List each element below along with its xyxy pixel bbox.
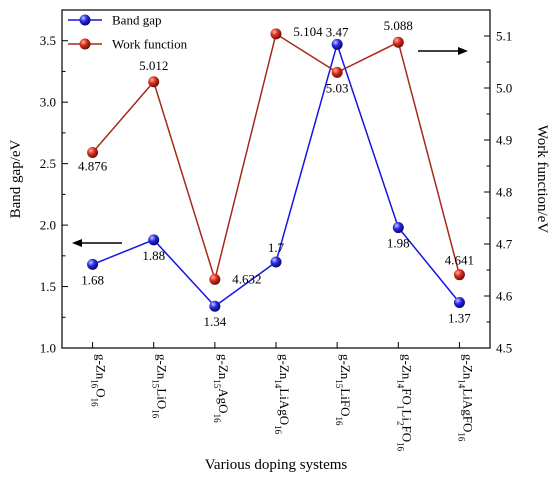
x-category-label: g-Zn14FO1Li2FO16 xyxy=(395,354,414,452)
data-point-left xyxy=(453,297,465,309)
data-point-left xyxy=(270,256,282,268)
data-point-right xyxy=(148,76,160,88)
x-category-label: g-Zn15AgO16 xyxy=(212,354,231,423)
left-y-tick-label: 2.5 xyxy=(40,156,56,171)
arrow-left-head xyxy=(72,239,82,247)
data-point-right xyxy=(209,273,221,285)
legend-label-right: Work function xyxy=(112,37,188,52)
arrow-right-head xyxy=(458,47,468,55)
data-point-left xyxy=(331,38,343,50)
data-label-left: 1.34 xyxy=(203,314,226,329)
right-y-tick-label: 4.6 xyxy=(496,289,513,304)
right-y-tick-label: 4.8 xyxy=(496,185,512,200)
x-category-label: g-Zn14LiAgO16 xyxy=(273,354,292,435)
left-y-tick-label: 2.0 xyxy=(40,218,56,233)
axes: 1.0 1.5 2.0 2.5 3.0 3.5 4.5 4.6 4.7 4.8 4.9 5.0 5.1 g… xyxy=(40,9,513,452)
data-point-right xyxy=(453,269,465,281)
left-y-tick-label: 1.0 xyxy=(40,341,56,356)
x-category-label: g-Zn14LiAgFO16 xyxy=(456,354,475,442)
data-label-right: 5.088 xyxy=(384,18,413,33)
legend-marker-left xyxy=(79,14,91,26)
data-label-right: 5.012 xyxy=(139,58,168,73)
left-y-tick-label: 3.5 xyxy=(40,33,56,48)
data-label-right: 4.632 xyxy=(232,271,261,286)
data-label-left: 3.47 xyxy=(326,24,349,39)
left-y-axis-title: Band gap/eV xyxy=(8,139,24,218)
data-label-left: 1.88 xyxy=(142,248,165,263)
data-label-right: 5.03 xyxy=(326,80,349,95)
legend: Band gap Work function xyxy=(68,13,188,52)
data-point-left xyxy=(209,300,221,312)
series-layer: 1.68 1.88 1.34 1.7 3.47 1.98 1.37 4.876 5.012 4.6… xyxy=(78,18,474,329)
right-y-tick-label: 4.9 xyxy=(496,133,512,148)
data-label-left: 1.7 xyxy=(268,240,285,255)
data-label-left: 1.98 xyxy=(387,236,410,251)
data-point-right xyxy=(87,146,99,158)
data-point-right xyxy=(392,36,404,48)
legend-marker-right xyxy=(79,38,91,50)
left-y-tick-label: 1.5 xyxy=(40,279,56,294)
data-point-left xyxy=(87,258,99,270)
data-label-left: 1.37 xyxy=(448,311,471,326)
left-y-tick-label: 3.0 xyxy=(40,95,56,110)
plot-frame xyxy=(61,9,491,349)
x-category-label: g-Zn15LiFO16 xyxy=(334,354,353,426)
x-category-label: g-Zn16O16 xyxy=(90,354,109,407)
right-y-axis-title: Work function/eV xyxy=(534,125,550,234)
x-axis-title: Various doping systems xyxy=(205,457,348,473)
data-point-right xyxy=(331,66,343,78)
data-label-right: 4.641 xyxy=(445,253,474,268)
x-category-label: g-Zn15LiO16 xyxy=(151,354,170,419)
data-label-right: 5.104 xyxy=(293,24,323,39)
data-label-left: 1.68 xyxy=(81,272,104,287)
data-point-left xyxy=(148,234,160,246)
right-y-tick-label: 4.5 xyxy=(496,341,512,356)
right-y-tick-label: 5.0 xyxy=(496,81,512,96)
data-point-left xyxy=(392,222,404,234)
right-y-tick-label: 5.1 xyxy=(496,29,512,44)
right-y-tick-label: 4.7 xyxy=(496,237,513,252)
data-point-right xyxy=(270,28,282,40)
data-label-right: 4.876 xyxy=(78,158,108,173)
legend-label-left: Band gap xyxy=(112,13,161,28)
